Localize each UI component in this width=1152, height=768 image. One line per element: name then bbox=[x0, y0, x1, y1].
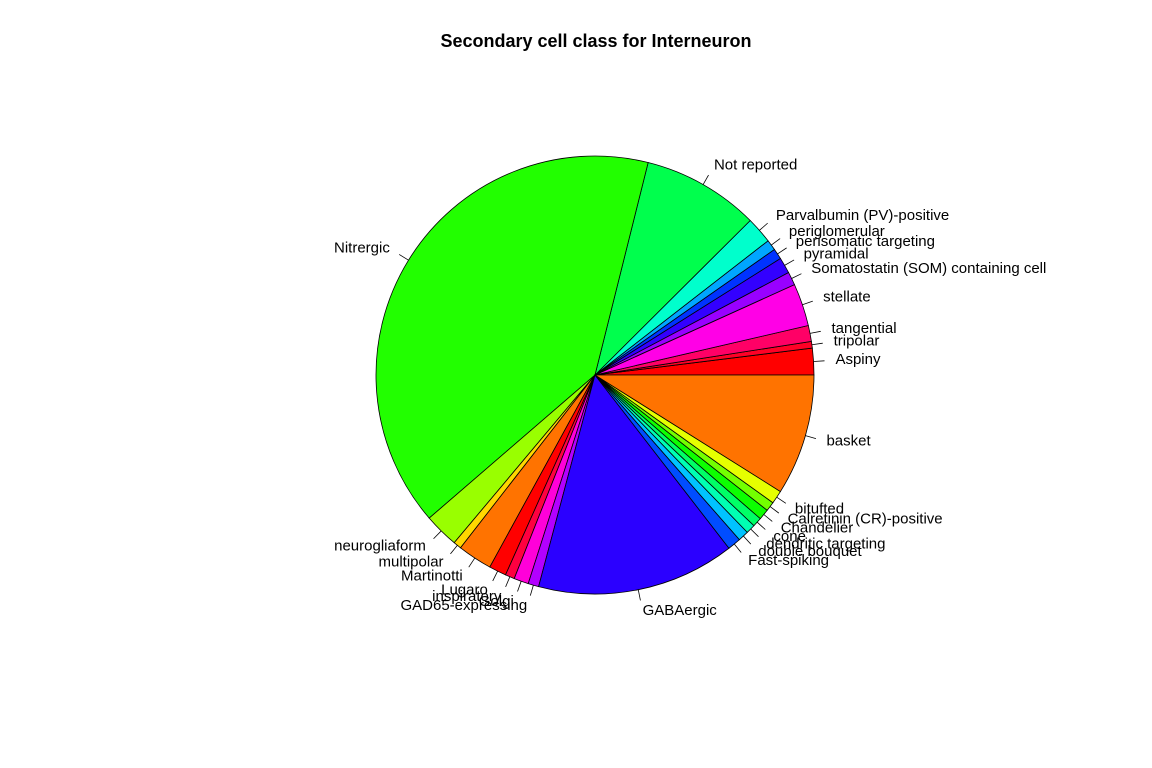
pie-label-dendritic-targeting: dendritic targeting bbox=[766, 535, 885, 552]
pie-label-somatostatin-som-containing-cell: Somatostatin (SOM) containing cell bbox=[811, 260, 1046, 277]
pie-label-gabaergic: GABAergic bbox=[643, 602, 718, 619]
pie-leader-basket bbox=[805, 435, 817, 440]
pie-label-not-reported: Not reported bbox=[714, 156, 797, 173]
pie-label-tripolar: tripolar bbox=[834, 333, 880, 350]
pie-label-pyramidal: pyramidal bbox=[804, 245, 869, 262]
pie-leader-calretinin-cr-positive bbox=[769, 506, 780, 514]
chart-title: Secondary cell class for Interneuron bbox=[440, 31, 751, 51]
pie-leader-multipolar bbox=[450, 545, 458, 555]
pie-label-double-bouquet: double bouquet bbox=[758, 543, 862, 560]
pie-leader-lugaro bbox=[492, 570, 498, 582]
pie-label-cone: cone bbox=[773, 528, 806, 545]
pie-label-stellate: stellate bbox=[823, 289, 871, 306]
pie-slice-nitrergic bbox=[375, 155, 649, 519]
pie-slices bbox=[375, 155, 815, 595]
pie-label-periglomerular: periglomerular bbox=[789, 223, 885, 240]
pie-label-bitufted: bitufted bbox=[795, 500, 844, 517]
pie-leader-martinotti bbox=[468, 557, 476, 568]
pie-leader-cone bbox=[756, 521, 766, 530]
pie-leader-somatostatin-som-containing-cell bbox=[791, 273, 802, 279]
pie-leader-nitrergic bbox=[398, 254, 409, 261]
pie-leader-gad65-expressing bbox=[529, 585, 534, 596]
pie-leader-tangential bbox=[809, 330, 821, 334]
pie-leader-dendritic-targeting bbox=[750, 528, 759, 538]
pie-leader-stellate bbox=[802, 300, 813, 306]
pie-label-martinotti: Martinotti bbox=[401, 567, 463, 584]
pie-leader-neurogliaform bbox=[433, 530, 442, 540]
pie-leader-parvalbumin-pv-positive bbox=[759, 222, 768, 231]
pie-label-tangential: tangential bbox=[832, 320, 897, 337]
pie-label-fast-spiking: Fast-spiking bbox=[748, 552, 829, 569]
pie-leader-periglomerular bbox=[771, 238, 781, 246]
pie-slice-basket bbox=[593, 374, 815, 493]
pie-leader-gabaergic bbox=[637, 589, 641, 601]
pie-label-multipolar: multipolar bbox=[379, 553, 444, 570]
pie-leader-perisomatic-targeting bbox=[777, 247, 787, 255]
pie-leader-double-bouquet bbox=[743, 535, 752, 545]
pie-leader-chandelier bbox=[763, 514, 773, 522]
pie-label-inspiratory: inspiratory bbox=[432, 588, 502, 605]
pie-leader-bitufted bbox=[776, 496, 787, 504]
pie-leader-fast-spiking bbox=[733, 543, 742, 553]
pie-label-nitrergic: Nitrergic bbox=[334, 240, 390, 257]
pie-label-basket: basket bbox=[826, 433, 871, 450]
pie-label-parvalbumin-pv-positive: Parvalbumin (PV)-positive bbox=[776, 207, 949, 224]
pie-leader-pyramidal bbox=[784, 259, 795, 266]
pie-label-golgi: Golgi bbox=[479, 593, 514, 610]
pie-leader-not-reported bbox=[702, 174, 709, 185]
pie-label-calretinin-cr-positive: Calretinin (CR)-positive bbox=[788, 511, 943, 528]
pie-label-gad65-expressing: GAD65-expressing bbox=[400, 597, 527, 614]
pie-label-lugaro: Lugaro bbox=[441, 582, 488, 599]
pie-leader-tripolar bbox=[811, 342, 823, 346]
pie-label-perisomatic-targeting: perisomatic targeting bbox=[796, 233, 935, 250]
pie-label-aspiny: Aspiny bbox=[835, 351, 881, 368]
pie-leader-golgi bbox=[517, 581, 522, 592]
pie-leader-lines bbox=[398, 174, 825, 601]
pie-label-chandelier: Chandelier bbox=[781, 519, 854, 536]
pie-slice-gabaergic bbox=[538, 374, 730, 595]
pie-label-neurogliaform: neurogliaform bbox=[334, 537, 426, 554]
pie-leader-aspiny bbox=[813, 360, 825, 362]
pie-leader-inspiratory bbox=[505, 576, 511, 588]
